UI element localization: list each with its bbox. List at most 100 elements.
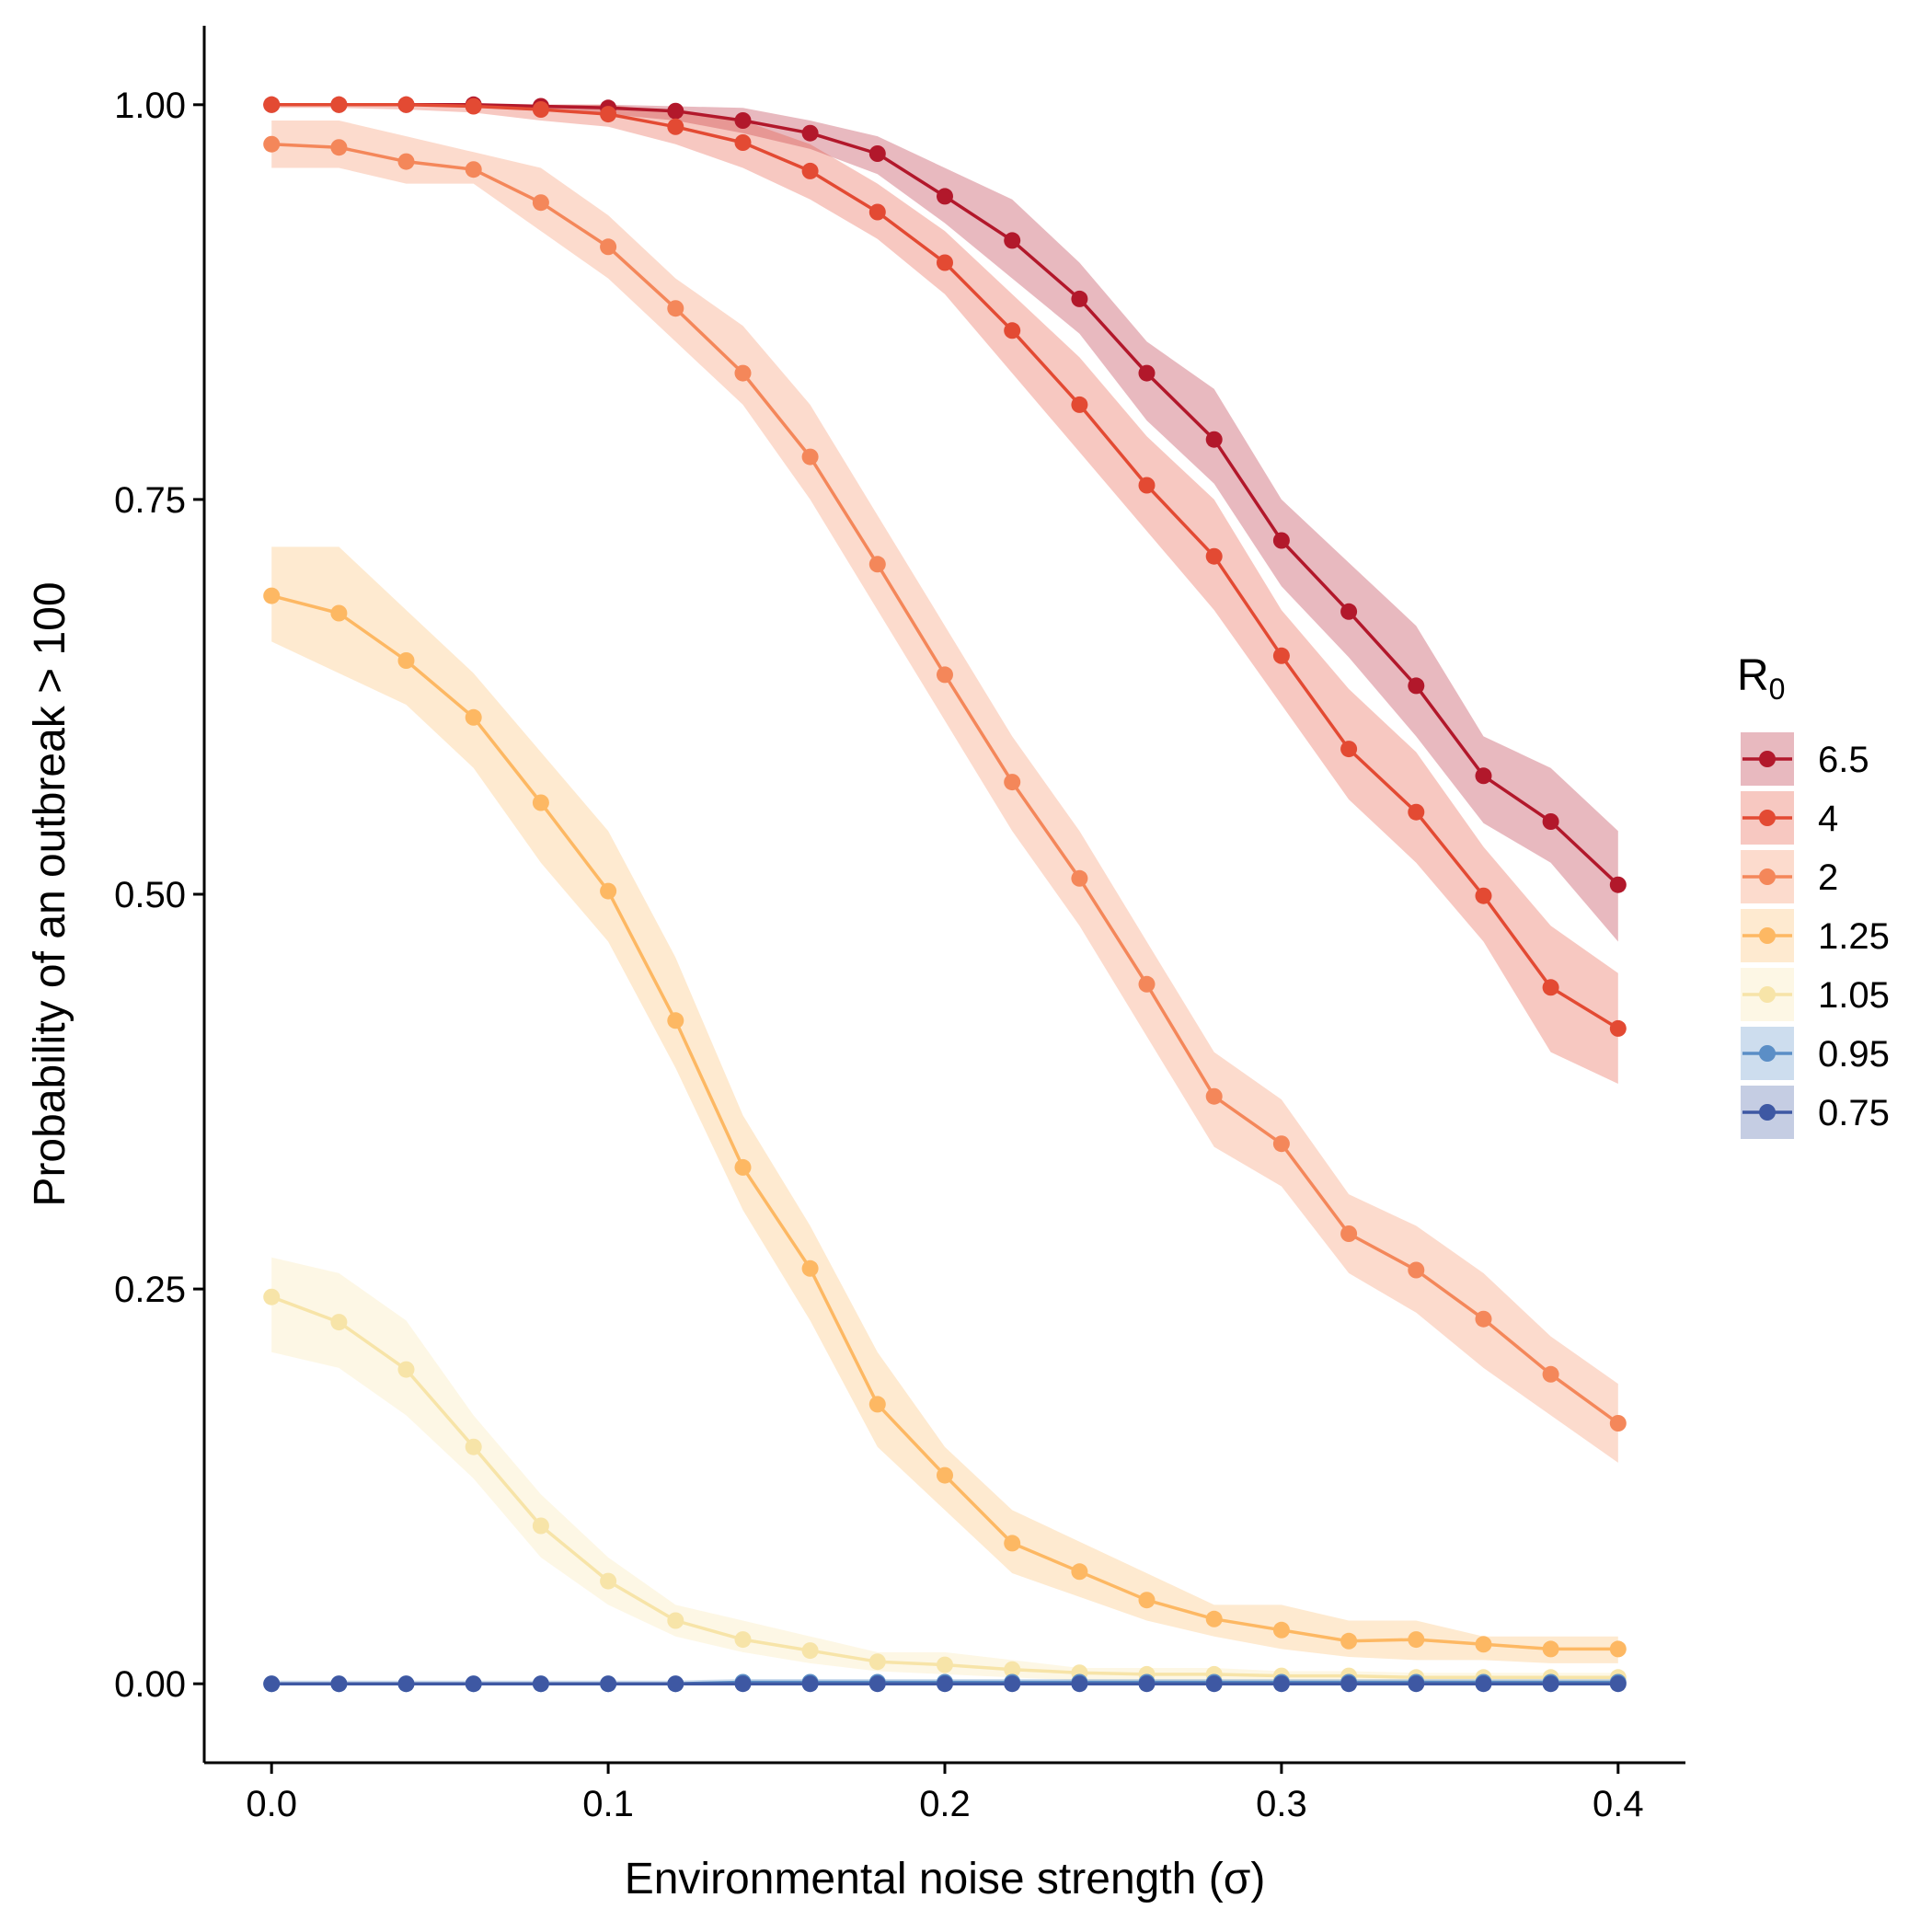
- data-point: [937, 254, 953, 271]
- points-2: [263, 135, 1627, 1432]
- legend-item-1.25: 1.25: [1741, 909, 1890, 962]
- legend-label: 1.05: [1818, 975, 1890, 1016]
- legend-label: 0.95: [1818, 1034, 1890, 1075]
- data-point: [330, 96, 348, 113]
- data-point: [667, 300, 684, 317]
- data-point: [1272, 1675, 1290, 1693]
- data-point: [734, 1631, 752, 1649]
- data-point: [734, 112, 752, 129]
- data-point: [1071, 1563, 1088, 1581]
- data-point: [1071, 869, 1088, 887]
- legend-label: 2: [1818, 857, 1838, 898]
- data-point: [1408, 803, 1425, 821]
- data-point: [1542, 1675, 1559, 1693]
- data-point: [1004, 1675, 1021, 1693]
- data-point: [1542, 1640, 1559, 1658]
- data-point: [1272, 1135, 1290, 1153]
- data-point: [1138, 477, 1156, 494]
- data-point: [1542, 979, 1559, 996]
- y-tick-label: 1.00: [114, 86, 186, 126]
- data-point: [801, 1642, 819, 1660]
- x-tick-label: 0.3: [1256, 1784, 1307, 1824]
- legend-title-subscript: 0: [1769, 673, 1786, 706]
- legend-title: R0: [1737, 651, 1785, 706]
- legend-label: 1.25: [1818, 916, 1890, 957]
- data-point: [397, 1675, 415, 1693]
- legend-label: 0.75: [1818, 1093, 1890, 1133]
- data-point: [801, 448, 819, 466]
- data-point: [330, 1314, 348, 1331]
- data-point: [1138, 1675, 1156, 1693]
- data-point: [330, 604, 348, 622]
- data-point: [1071, 290, 1088, 307]
- data-point: [1205, 1087, 1223, 1105]
- band-4: [271, 104, 1618, 1084]
- legend-key-point: [1759, 751, 1776, 767]
- legend-key-point: [1759, 1104, 1776, 1121]
- data-point: [1340, 603, 1358, 620]
- data-point: [1004, 1535, 1021, 1552]
- data-point: [868, 1396, 886, 1413]
- data-point: [1609, 876, 1627, 893]
- data-point: [868, 145, 886, 162]
- data-point: [801, 124, 819, 142]
- data-point: [263, 1288, 281, 1305]
- y-tick-label: 0.00: [114, 1664, 186, 1705]
- legend-item-4: 4: [1741, 791, 1838, 845]
- data-point: [1475, 887, 1492, 904]
- x-tick-label: 0.1: [582, 1784, 634, 1824]
- legend-item-6.5: 6.5: [1741, 732, 1869, 786]
- data-point: [868, 1653, 886, 1671]
- data-point: [1004, 322, 1021, 339]
- points-4: [263, 96, 1627, 1037]
- data-point: [1609, 1640, 1627, 1658]
- data-point: [667, 118, 684, 135]
- legend-item-0.75: 0.75: [1741, 1086, 1890, 1139]
- axes: 0.0 0.1 0.2 0.3 0.4 0.00 0.25 0.50 0.75 1.00 Env…: [26, 26, 1685, 1903]
- points-0.75: [263, 1675, 1627, 1693]
- data-point: [734, 364, 752, 382]
- data-point: [1408, 1675, 1425, 1693]
- points-1.25: [263, 587, 1627, 1658]
- data-point: [868, 556, 886, 573]
- data-point: [1205, 431, 1223, 448]
- data-point: [1408, 677, 1425, 695]
- y-tick-label: 0.75: [114, 480, 186, 521]
- data-point: [801, 162, 819, 179]
- data-point: [1542, 813, 1559, 830]
- data-point: [1071, 396, 1088, 413]
- data-point: [1205, 1610, 1223, 1627]
- y-axis-title: Probability of an outbreak > 100: [26, 581, 75, 1206]
- data-point: [532, 1517, 549, 1535]
- data-point: [1475, 1636, 1492, 1653]
- series-points: [263, 96, 1627, 1693]
- legend-key-point: [1759, 868, 1776, 885]
- data-point: [1205, 547, 1223, 565]
- legend-label: 6.5: [1818, 740, 1869, 780]
- x-axis-title: Environmental noise strength (σ): [625, 1855, 1266, 1903]
- legend-item-2: 2: [1741, 850, 1838, 903]
- data-point: [1408, 1261, 1425, 1279]
- x-axis-ticks: 0.0 0.1 0.2 0.3 0.4: [246, 1763, 1644, 1824]
- band-2: [271, 121, 1618, 1463]
- data-point: [600, 106, 617, 123]
- data-point: [397, 652, 415, 669]
- legend-item-1.05: 1.05: [1741, 968, 1890, 1021]
- x-tick-label: 0.4: [1593, 1784, 1644, 1824]
- data-point: [330, 139, 348, 156]
- data-point: [1609, 1019, 1627, 1037]
- data-point: [600, 1572, 617, 1590]
- data-point: [1004, 774, 1021, 791]
- data-point: [1340, 1225, 1358, 1242]
- data-point: [465, 1438, 482, 1455]
- data-point: [532, 1675, 549, 1693]
- legend-item-0.95: 0.95: [1741, 1027, 1890, 1080]
- legend: R0 6.5 4 2 1.25 1.05 0.95 0.75: [1737, 651, 1890, 1139]
- data-point: [1408, 1631, 1425, 1649]
- data-point: [263, 1675, 281, 1693]
- data-point: [1272, 647, 1290, 664]
- data-point: [868, 203, 886, 221]
- data-point: [667, 1612, 684, 1629]
- data-point: [667, 1012, 684, 1029]
